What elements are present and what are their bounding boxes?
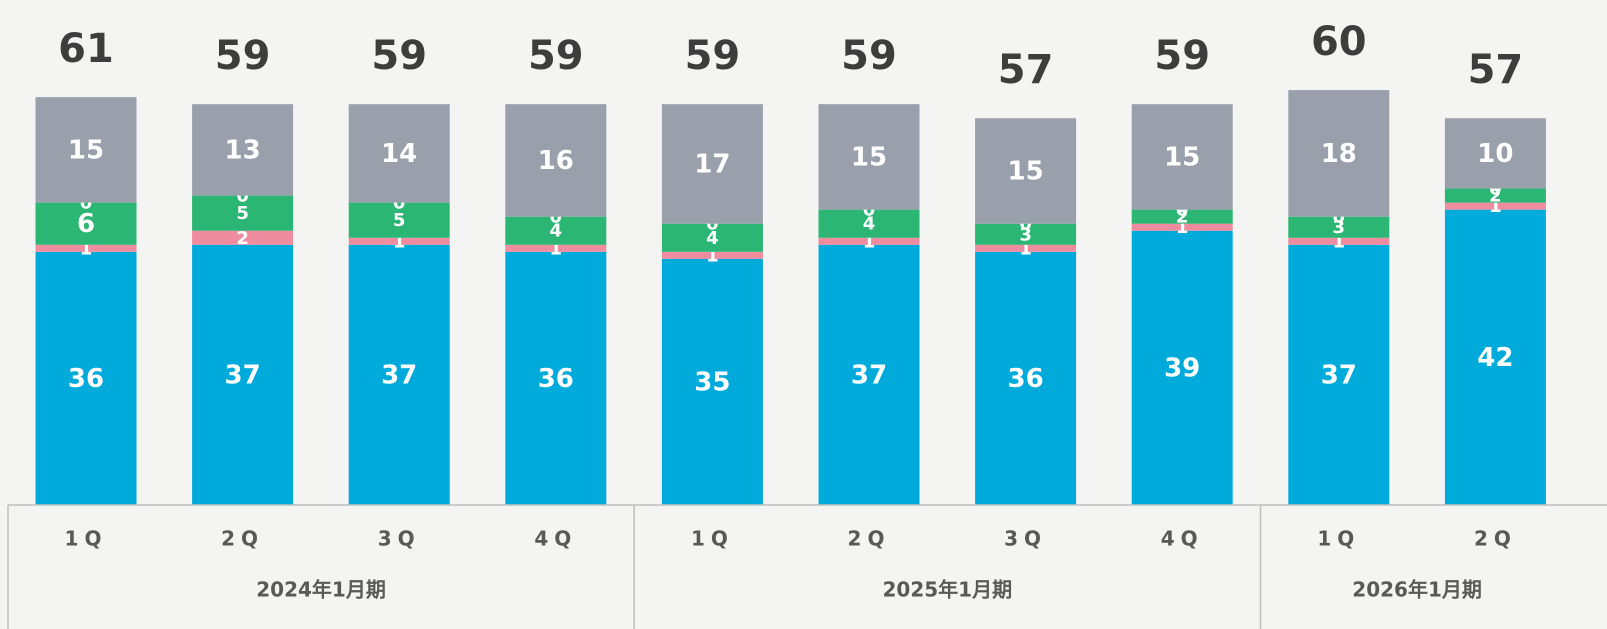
bar-segment: [505, 104, 607, 217]
total-label: 59: [685, 33, 741, 79]
segment-label: 35: [694, 367, 730, 397]
bar-segment: [975, 118, 1077, 224]
bar-segment: [1444, 209, 1546, 506]
segment-label: 36: [68, 364, 104, 394]
total-label: 60: [1311, 19, 1367, 65]
bar-segment: [35, 202, 137, 245]
segment-label: 10: [1477, 139, 1513, 169]
segment-label: 5: [236, 203, 249, 224]
segment-label: 18: [1321, 139, 1357, 169]
total-label: 61: [58, 26, 114, 72]
bar-segment: [1131, 209, 1233, 224]
x-tick-label: 2Q: [1474, 527, 1517, 551]
bar-segment: [192, 230, 294, 245]
total-label: 59: [215, 33, 271, 79]
bar-segment: [1288, 237, 1390, 245]
segment-label: 37: [225, 360, 261, 390]
bar-segment: [661, 251, 763, 259]
bar-segment: [1131, 104, 1233, 210]
bar-segment: [1288, 216, 1390, 238]
segment-label: 39: [1164, 353, 1200, 383]
x-tick-label: 4Q: [534, 527, 577, 551]
x-tick-label: 3Q: [378, 527, 421, 551]
bar-segment: [1444, 202, 1546, 210]
bar-segment: [505, 216, 607, 245]
x-tick-label: 2Q: [221, 527, 264, 551]
segment-label: 2: [1489, 186, 1502, 207]
bar-segment: [1288, 90, 1390, 217]
segment-label: 36: [1008, 364, 1044, 394]
segment-label: 15: [1008, 156, 1044, 186]
segment-label: 6: [77, 209, 95, 239]
segment-label: 37: [851, 360, 887, 390]
segment-label: 42: [1477, 343, 1513, 373]
total-label: 59: [371, 33, 427, 79]
segment-label: 14: [381, 139, 417, 169]
segment-label: 2: [236, 228, 249, 249]
group-label: 2024年1月期: [256, 578, 386, 602]
x-tick-label: 1Q: [691, 527, 734, 551]
bar-segment: [975, 244, 1077, 252]
segment-label: 4: [706, 228, 719, 249]
bar-segment: [348, 202, 450, 238]
bar-segment: [35, 251, 137, 505]
segment-label: 13: [225, 135, 261, 165]
group-label: 2026年1月期: [1352, 578, 1482, 602]
segment-label: 15: [68, 135, 104, 165]
segment-label: 4: [550, 221, 563, 242]
group-label: 2025年1月期: [883, 578, 1013, 602]
segment-label: 3: [1019, 224, 1032, 245]
bar-segment: [348, 237, 450, 245]
bar-segment: [505, 244, 607, 252]
total-label: 59: [528, 33, 584, 79]
bar-segment: [818, 237, 920, 245]
segment-label: 15: [1164, 142, 1200, 172]
segment-label: 5: [393, 210, 406, 231]
bar-segment: [192, 104, 294, 196]
bar-segment: [35, 97, 137, 203]
x-tick-label: 4Q: [1161, 527, 1204, 551]
segment-label: 36: [538, 364, 574, 394]
segment-label: 15: [851, 142, 887, 172]
total-label: 57: [1468, 47, 1524, 93]
total-label: 59: [1154, 33, 1210, 79]
bar-segment: [818, 244, 920, 505]
bar-segment: [1444, 118, 1546, 189]
segment-label: 37: [1321, 360, 1357, 390]
segment-label: 2: [1176, 207, 1189, 228]
x-tick-label: 1Q: [65, 527, 108, 551]
bar-segment: [348, 244, 450, 505]
bar-segment: [348, 104, 450, 203]
total-label: 59: [841, 33, 897, 79]
bar-segment: [505, 251, 607, 505]
bar-segment: [1131, 230, 1233, 505]
bar-segment: [1288, 244, 1390, 505]
segment-label: 16: [538, 146, 574, 176]
x-tick-label: 3Q: [1004, 527, 1047, 551]
bar-segment: [975, 251, 1077, 505]
bar-segment: [818, 104, 920, 210]
x-tick-label: 2Q: [848, 527, 891, 551]
bar-segment: [35, 244, 137, 252]
bar-segment: [975, 223, 1077, 245]
bar-segment: [661, 258, 763, 505]
segment-label: 17: [694, 149, 730, 179]
bar-segment: [1131, 223, 1233, 231]
segment-label: 37: [381, 360, 417, 390]
bar-segment: [661, 104, 763, 224]
total-label: 57: [998, 47, 1054, 93]
x-tick-label: 1Q: [1317, 527, 1360, 551]
bar-segment: [1444, 188, 1546, 203]
bar-segment: [818, 209, 920, 238]
segment-label: 4: [863, 214, 876, 235]
segment-label: 3: [1333, 217, 1346, 238]
bar-segment: [192, 195, 294, 231]
bar-segment: [192, 244, 294, 505]
bar-segment: [661, 223, 763, 252]
